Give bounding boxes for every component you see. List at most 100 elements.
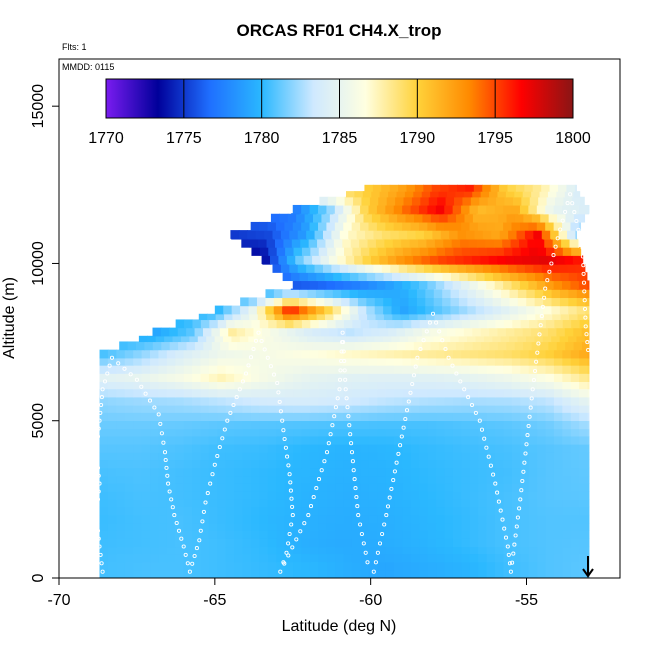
heatmap-cell (486, 388, 496, 398)
heatmap-cell (579, 491, 589, 500)
heatmap-cell (318, 247, 328, 256)
heatmap-cell (309, 475, 319, 484)
flight-track-point (401, 425, 406, 430)
heatmap-cell (444, 459, 454, 469)
heatmap-cell (249, 313, 259, 321)
heatmap-cell (234, 459, 244, 469)
heatmap-cell (426, 238, 436, 248)
heatmap-cell (158, 396, 168, 406)
heatmap-cell (468, 313, 478, 321)
flight-track-point (147, 398, 153, 403)
heatmap-cell (349, 289, 359, 299)
heatmap-cell (421, 191, 431, 198)
heatmap-cell (175, 467, 185, 477)
heatmap-cell (503, 357, 513, 366)
heatmap-cell (335, 538, 345, 548)
heatmap-cell (362, 255, 372, 265)
heatmap-cell (259, 396, 269, 406)
heatmap-cell (164, 335, 174, 343)
heatmap-cell (183, 530, 193, 539)
heatmap-cell (511, 412, 521, 422)
heatmap-cell (276, 483, 286, 492)
heatmap-cell (444, 221, 454, 231)
heatmap-cell (385, 506, 395, 516)
heatmap-cell (415, 264, 425, 273)
heatmap-cell (290, 305, 300, 315)
heatmap-cell (419, 467, 429, 477)
heatmap-cell (346, 327, 356, 337)
heatmap-cell (318, 405, 328, 413)
flight-track-point (508, 569, 513, 574)
heatmap-cell (579, 247, 582, 256)
flight-track-point (555, 236, 560, 241)
heatmap-cell (343, 561, 353, 571)
heatmap-cell (419, 349, 429, 359)
heatmap-cell (319, 196, 329, 206)
heatmap-cell (503, 428, 513, 437)
heatmap-cell (245, 327, 255, 337)
heatmap-cell (442, 272, 452, 282)
heatmap-cell (343, 319, 353, 329)
heatmap-cell (486, 561, 496, 571)
heatmap-cell (451, 238, 461, 248)
flight-track-point (500, 517, 505, 522)
heatmap-cell (474, 230, 484, 239)
heatmap-cell (570, 280, 580, 290)
heatmap-cell (410, 357, 420, 366)
heatmap-cell (579, 467, 589, 477)
heatmap-cell (587, 452, 590, 461)
heatmap-cell (349, 272, 359, 282)
heatmap-cell (410, 499, 420, 508)
heatmap-cell (559, 305, 569, 315)
heatmap-cell (289, 264, 299, 273)
heatmap-cell (217, 349, 227, 359)
heatmap-cell (158, 357, 168, 366)
heatmap-cell (234, 381, 244, 390)
heatmap-cell (410, 459, 420, 469)
heatmap-cell (436, 388, 446, 398)
heatmap-cell (166, 405, 176, 413)
heatmap-cell (150, 491, 160, 500)
heatmap-cell (385, 365, 395, 374)
heatmap-cell (536, 221, 546, 231)
heatmap-cell (587, 444, 590, 453)
heatmap-cell (560, 272, 570, 282)
heatmap-cell (376, 221, 386, 231)
heatmap-cell (175, 553, 185, 563)
flight-track-point (543, 286, 548, 291)
flight-track-point (535, 350, 540, 355)
heatmap-cell (478, 553, 488, 563)
heatmap-cell (175, 388, 185, 398)
heatmap-cell (377, 412, 387, 422)
heatmap-cell (476, 272, 486, 282)
heatmap-cell (544, 238, 554, 248)
heatmap-cell (394, 435, 404, 445)
heatmap-cell (461, 514, 471, 524)
heatmap-cell (553, 444, 563, 453)
heatmap-cell (133, 475, 143, 484)
heatmap-cell (531, 263, 541, 265)
heatmap-cell (234, 522, 244, 531)
heatmap-cell (276, 491, 286, 500)
heatmap-cell (259, 475, 269, 484)
heatmap-cell (587, 396, 590, 406)
heatmap-cell (461, 444, 471, 453)
heatmap-cell (325, 238, 335, 248)
flight-track-point (139, 384, 144, 389)
heatmap-cell (410, 280, 420, 290)
heatmap-cell (560, 289, 570, 299)
heatmap-cell (442, 313, 452, 321)
heatmap-cell (427, 475, 437, 484)
heatmap-cell (276, 381, 286, 390)
flight-track-point (583, 324, 588, 329)
heatmap-cell (518, 213, 528, 215)
heatmap-cell (155, 335, 165, 343)
heatmap-cell (270, 341, 280, 351)
heatmap-cell (394, 506, 404, 516)
heatmap-cell (587, 204, 590, 214)
heatmap-cell (519, 221, 529, 231)
heatmap-cell (242, 499, 252, 508)
heatmap-cell (570, 530, 580, 539)
heatmap-cell (503, 349, 513, 359)
heatmap-cell (267, 538, 277, 548)
